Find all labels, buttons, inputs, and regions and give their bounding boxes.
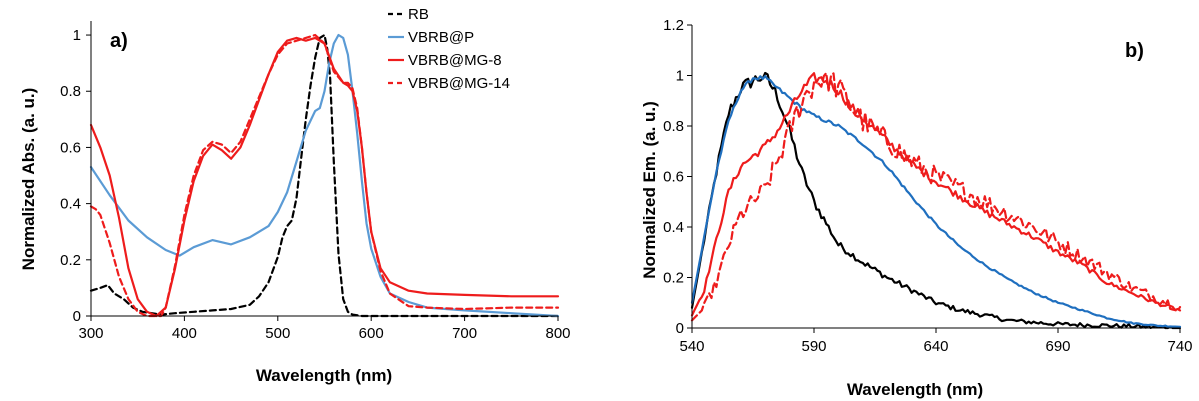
y-tick-label: 0 <box>676 320 684 337</box>
y-tick-label: 0.8 <box>663 118 684 135</box>
panel-a-legend: RB VBRB@P VBRB@MG-8 VBRB@MG-14 <box>388 6 510 92</box>
x-tick-label: 700 <box>452 325 477 342</box>
y-tick-label: 1.2 <box>663 17 684 34</box>
panel-a-y-axis-title: Normalized Abs. (a. u.) <box>19 88 38 271</box>
y-tick-label: 0.6 <box>60 139 81 156</box>
series-2-line <box>690 72 1182 317</box>
x-tick-label: 500 <box>265 325 290 342</box>
y-tick-label: 0.8 <box>60 83 81 100</box>
x-tick-label: 690 <box>1045 338 1070 355</box>
x-tick-label: 300 <box>78 325 103 342</box>
panel-b-ticks: 540 590 640 690 740 0 0.2 0.4 0.6 0.8 1 1.2 <box>663 17 1192 355</box>
panel-b-x-axis-title: Wavelength (nm) <box>847 380 983 399</box>
y-tick-label: 0.2 <box>663 270 684 287</box>
series-0-line <box>690 71 1182 330</box>
y-tick-label: 0.6 <box>663 169 684 186</box>
panel-b-y-axis-title: Normalized Em. (a. u.) <box>640 101 659 279</box>
x-tick-label: 540 <box>679 338 704 355</box>
x-tick-label: 590 <box>801 338 826 355</box>
x-tick-label: 400 <box>172 325 197 342</box>
panel-a-ticks: 300 400 500 600 700 800 0 0.2 0.4 0.6 0.8 1 <box>60 27 570 342</box>
x-tick-label: 800 <box>545 325 570 342</box>
y-tick-label: 1 <box>676 68 684 85</box>
y-tick-label: 0.4 <box>663 219 684 236</box>
x-tick-label: 740 <box>1167 338 1192 355</box>
panel-b-label: b) <box>1125 40 1144 62</box>
y-tick-label: 0 <box>73 308 81 325</box>
panel-a-absorption-chart: 300 400 500 600 700 800 0 0.2 0.4 0.6 0.8 1 a) Wave… <box>19 6 571 385</box>
y-tick-label: 0.4 <box>60 196 81 213</box>
panel-a-series-group <box>89 33 560 318</box>
y-tick-label: 1 <box>73 27 81 44</box>
vbrb-mg-14-line <box>89 33 560 318</box>
y-tick-label: 0.2 <box>60 252 81 269</box>
legend-entry-label: VBRB@P <box>408 29 474 46</box>
panel-a-label: a) <box>110 30 128 52</box>
series-1-line <box>690 75 1182 328</box>
vbrb-p-line <box>89 33 560 318</box>
vbrb-mg-8-line <box>89 36 560 318</box>
panel-a-x-axis-title: Wavelength (nm) <box>256 366 392 385</box>
panel-b-emission-chart: 540 590 640 690 740 0 0.2 0.4 0.6 0.8 1 1.2 b) Wave… <box>640 17 1193 399</box>
panel-b-series-group <box>690 71 1182 330</box>
legend-entry-label: VBRB@MG-8 <box>408 52 502 69</box>
series-3-line <box>690 71 1182 322</box>
rb-line <box>89 33 560 318</box>
x-tick-label: 600 <box>359 325 384 342</box>
legend-entry-label: VBRB@MG-14 <box>408 75 510 92</box>
legend-entry-label: RB <box>408 6 429 23</box>
x-tick-label: 640 <box>923 338 948 355</box>
